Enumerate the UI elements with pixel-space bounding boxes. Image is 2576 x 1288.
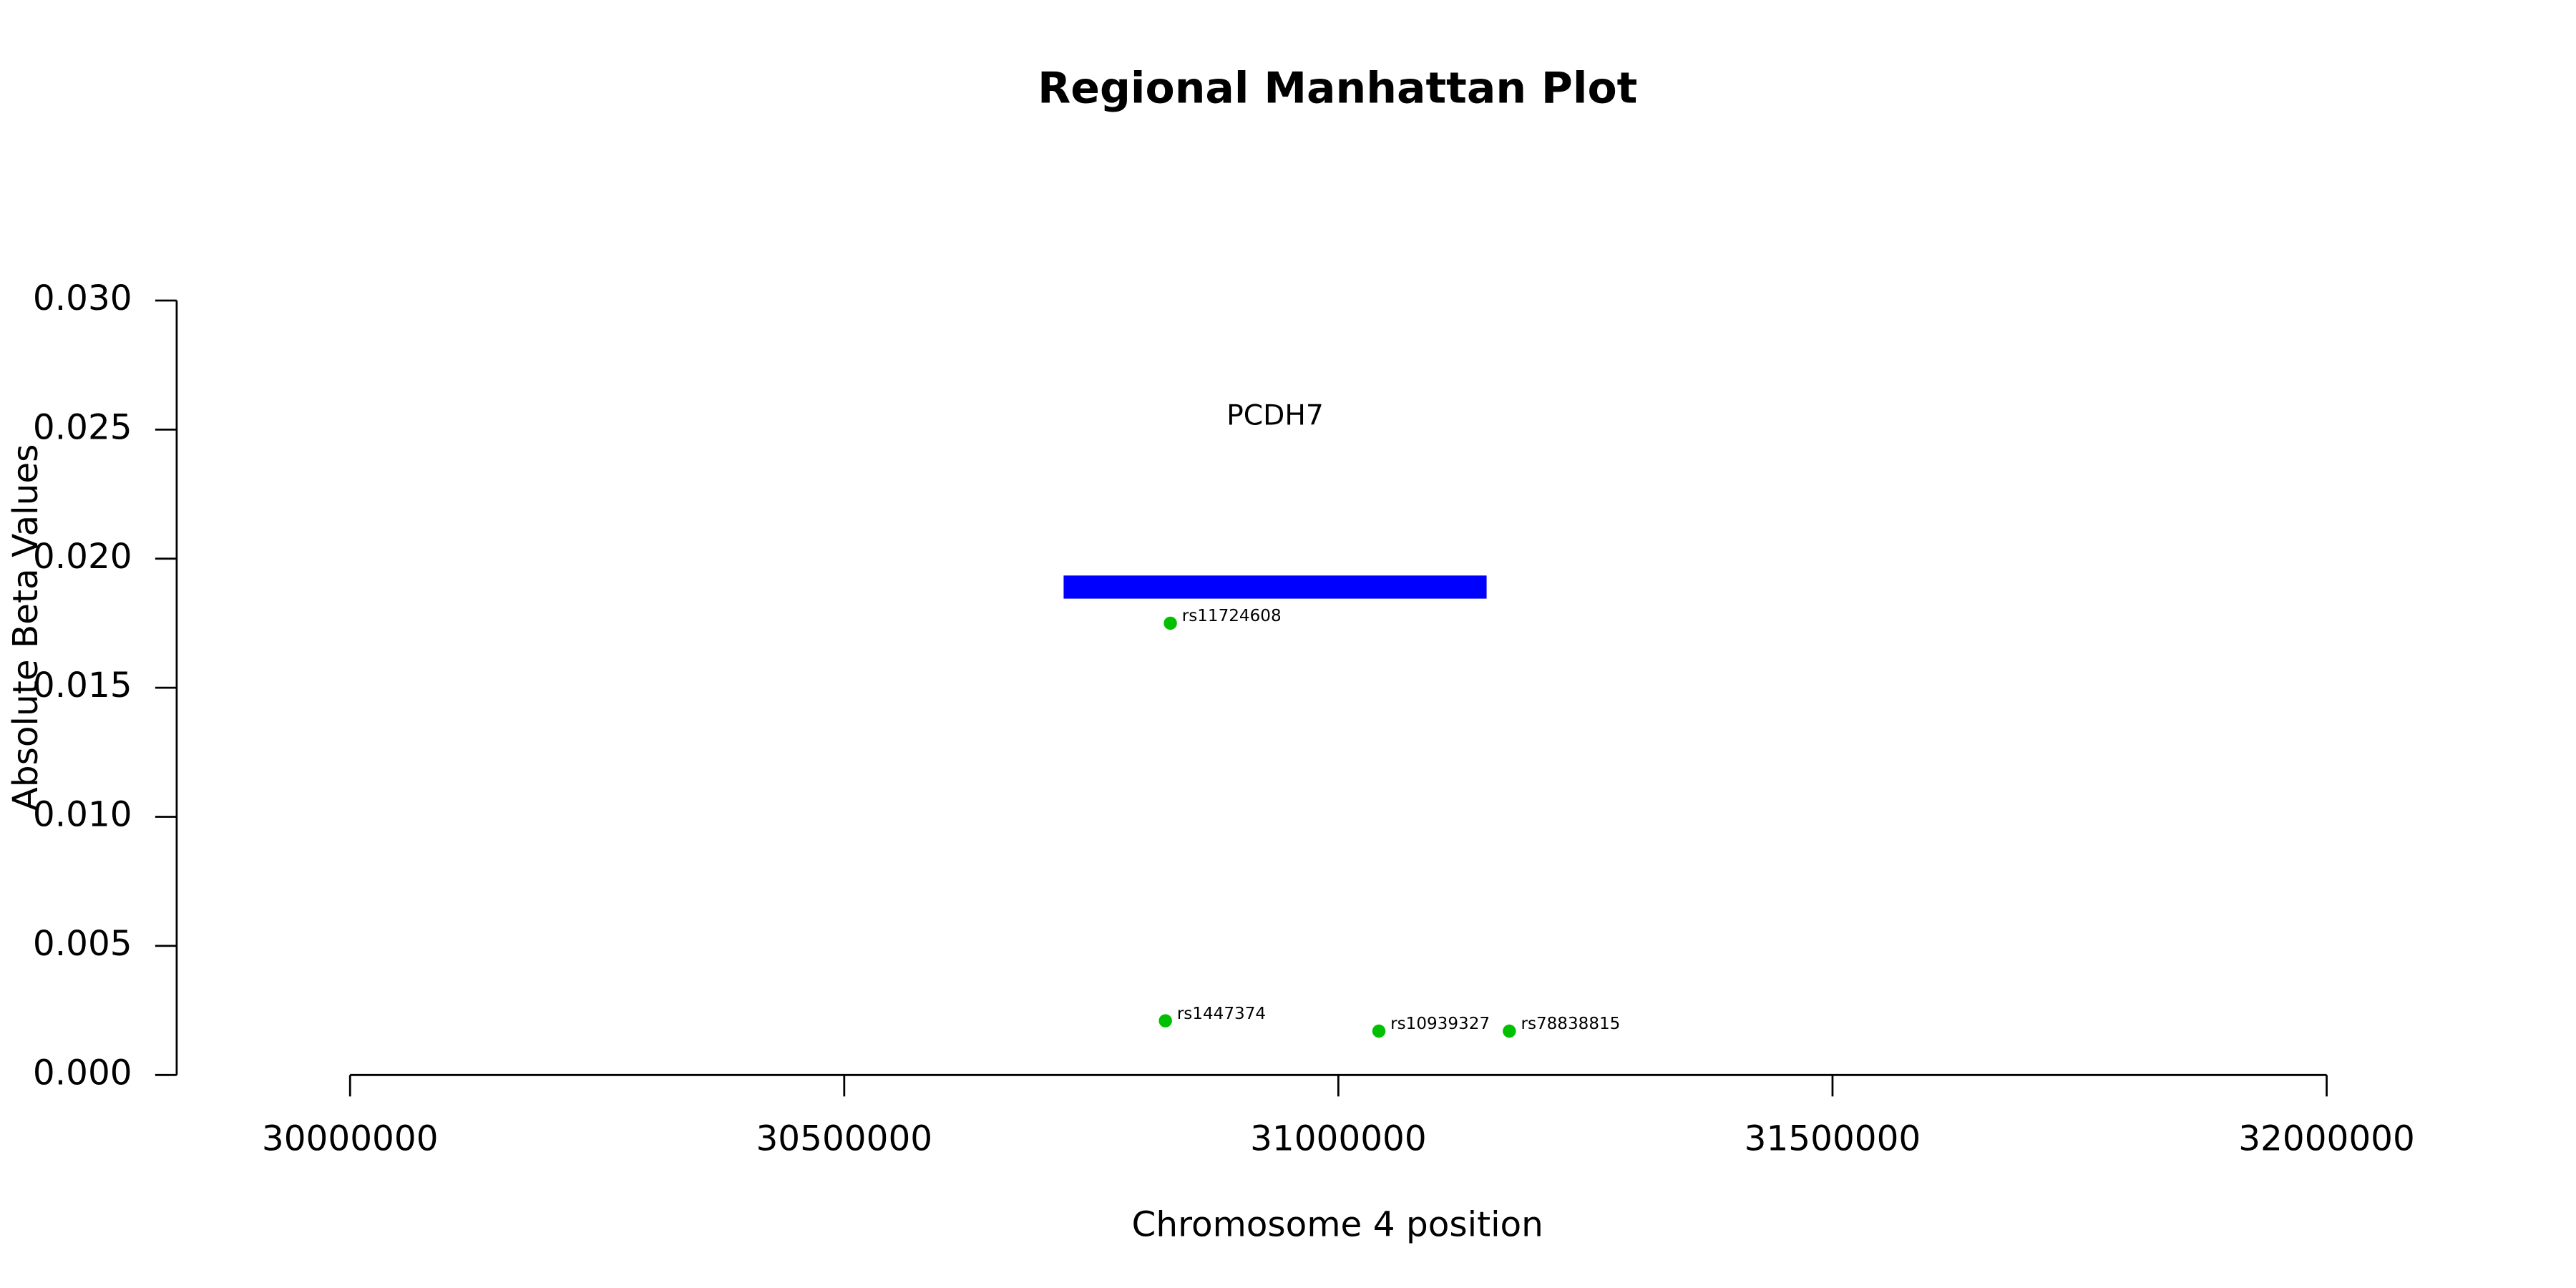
y-tick-label: 0.025 bbox=[33, 407, 132, 447]
y-tick-label: 0.005 bbox=[33, 924, 132, 964]
y-tick-label: 0.010 bbox=[33, 795, 132, 835]
y-tick-label: 0.000 bbox=[33, 1053, 132, 1093]
snp-label: rs10939327 bbox=[1390, 1015, 1490, 1033]
snp-point bbox=[1163, 616, 1177, 630]
x-tick-label: 31000000 bbox=[1250, 1119, 1427, 1159]
snp-point bbox=[1503, 1024, 1516, 1038]
y-axis-label: Absolute Beta Values bbox=[6, 444, 46, 811]
snp-label: rs11724608 bbox=[1182, 607, 1282, 625]
x-tick-label: 30000000 bbox=[262, 1119, 439, 1159]
gene-bar bbox=[1063, 575, 1487, 599]
x-axis-label: Chromosome 4 position bbox=[1132, 1205, 1543, 1245]
snp-point bbox=[1158, 1014, 1172, 1028]
y-tick-label: 0.015 bbox=[33, 665, 132, 706]
x-tick-label: 30500000 bbox=[756, 1119, 932, 1159]
x-tick-label: 31500000 bbox=[1745, 1119, 1921, 1159]
snp-point bbox=[1372, 1024, 1386, 1038]
chart-title: Regional Manhattan Plot bbox=[1038, 64, 1637, 114]
snp-label: rs78838815 bbox=[1521, 1015, 1620, 1033]
x-tick-label: 32000000 bbox=[2238, 1119, 2415, 1159]
gene-label: PCDH7 bbox=[1226, 399, 1324, 431]
snp-label: rs1447374 bbox=[1177, 1005, 1266, 1023]
y-tick-label: 0.020 bbox=[33, 537, 132, 577]
y-tick-label: 0.030 bbox=[33, 278, 132, 318]
